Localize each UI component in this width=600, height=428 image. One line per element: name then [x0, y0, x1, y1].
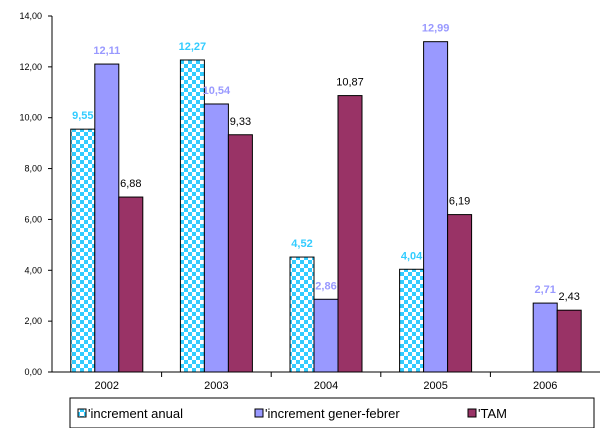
bar [532, 302, 558, 373]
data-label: 2,43 [558, 291, 579, 303]
legend-box [69, 397, 595, 428]
y-tick-label: 6,00 [24, 214, 42, 224]
y-tick-label: 0,00 [24, 367, 42, 377]
data-label: 12,27 [179, 41, 207, 53]
legend-swatch [254, 408, 264, 418]
bar [289, 256, 315, 373]
legend-swatch [467, 408, 477, 418]
legend-label: 'increment anual [88, 406, 183, 421]
y-tick-label: 2,00 [24, 316, 42, 326]
x-tick-label: 2004 [314, 380, 338, 392]
legend: 'increment anual 'increment gener-febrer '… [69, 397, 595, 428]
y-tick-label: 12,00 [19, 62, 42, 72]
data-label: 4,52 [291, 238, 312, 250]
data-label: 4,04 [401, 250, 423, 262]
data-label: 12,99 [422, 23, 450, 35]
legend-label: 'TAM [478, 406, 507, 421]
data-label: 6,88 [120, 178, 141, 190]
x-tick-label: 2006 [533, 380, 557, 392]
data-labels: 9,55 12,27 4,52 4,04 12,11 10,54 2,86 12,99 2,71… [72, 23, 580, 304]
bar [203, 103, 229, 373]
y-tick-label: 4,00 [24, 265, 42, 275]
axes: 0,00 2,00 4,00 6,00 8,00 10,00 12,00 14,00 2002 2… [19, 11, 600, 392]
bar [556, 309, 582, 373]
bar [94, 63, 120, 373]
legend-swatch [77, 408, 87, 418]
legend-label: 'increment gener-febrer [265, 406, 400, 421]
bar [179, 59, 205, 373]
y-tick-label: 8,00 [24, 164, 42, 174]
bar [447, 214, 473, 373]
x-tick-label: 2003 [204, 380, 228, 392]
y-tick-label: 14,00 [19, 11, 42, 21]
bar [118, 196, 144, 373]
data-label: 2,86 [315, 280, 336, 292]
y-tick-label: 10,00 [19, 113, 42, 123]
data-label: 9,55 [72, 110, 93, 122]
bar [337, 95, 363, 373]
bars [70, 41, 582, 373]
x-tick-label: 2002 [95, 380, 119, 392]
data-label: 10,54 [203, 85, 231, 97]
data-label: 9,33 [230, 116, 251, 128]
bar [70, 128, 96, 373]
data-label: 6,19 [449, 196, 470, 208]
data-label: 2,71 [534, 284, 555, 296]
data-label: 12,11 [93, 45, 120, 57]
data-label: 10,87 [336, 77, 364, 89]
bar [313, 298, 339, 373]
bar [423, 41, 449, 373]
x-tick-label: 2005 [423, 380, 447, 392]
bar [399, 268, 425, 373]
bar [227, 134, 253, 373]
